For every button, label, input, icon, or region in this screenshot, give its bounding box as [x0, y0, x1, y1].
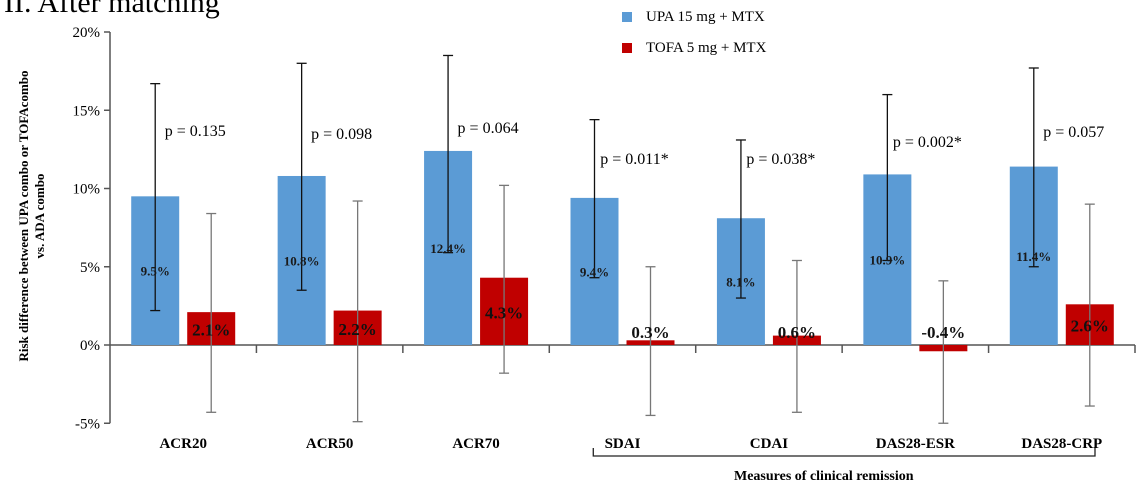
tofa-value-label: 0.6% [778, 323, 816, 342]
y-tick-label: 10% [73, 182, 101, 198]
tofa-value-label: 2.6% [1071, 317, 1109, 336]
category-label-das28-esr: DAS28-ESR [876, 436, 955, 452]
p-value-label: p = 0.098 [311, 126, 372, 143]
p-value-label: p = 0.057 [1043, 124, 1104, 141]
y-tick-label: -5% [75, 416, 100, 432]
upa-value-label: 10.8% [284, 253, 320, 268]
remission-bracket [592, 448, 1096, 457]
legend-label-tofa: TOFA 5 mg + MTX [646, 39, 767, 56]
legend-item-tofa: TOFA 5 mg + MTX [622, 37, 766, 59]
page-title: II. After matching [4, 0, 220, 19]
tofa-value-label: 0.3% [631, 323, 669, 342]
legend-swatch-upa [622, 12, 632, 22]
category-label-das28-crp: DAS28-CRP [1021, 436, 1102, 452]
tofa-value-label: -0.4% [921, 323, 965, 342]
y-tick-label: 0% [80, 338, 100, 354]
legend-label-upa: UPA 15 mg + MTX [646, 8, 765, 25]
y-tick-label: 5% [80, 260, 100, 276]
category-label-acr50: ACR50 [306, 436, 354, 452]
p-value-label: p = 0.135 [165, 123, 226, 140]
category-label-acr70: ACR70 [452, 436, 500, 452]
legend-swatch-tofa [622, 43, 632, 53]
legend: UPA 15 mg + MTX TOFA 5 mg + MTX [622, 6, 766, 68]
p-value-label: p = 0.064 [458, 120, 519, 137]
legend-item-upa: UPA 15 mg + MTX [622, 6, 766, 28]
tofa-value-label: 2.1% [192, 321, 230, 340]
p-value-label: p = 0.011* [600, 151, 668, 168]
upa-value-label: 9.4% [580, 264, 609, 279]
category-label-acr20: ACR20 [159, 436, 207, 452]
category-label-sdai: SDAI [605, 436, 641, 452]
y-tick-label: 20% [73, 25, 101, 41]
category-label-cdai: CDAI [750, 436, 788, 452]
p-value-label: p = 0.002* [893, 134, 962, 151]
upa-value-label: 8.1% [726, 275, 755, 290]
y-tick-label: 15% [73, 103, 101, 119]
upa-value-label: 12.4% [430, 241, 466, 256]
bracket-label: Measures of clinical remission [734, 469, 914, 484]
tofa-value-label: 4.3% [485, 303, 523, 322]
p-value-label: p = 0.038* [746, 151, 815, 168]
upa-value-label: 9.5% [141, 264, 170, 279]
tofa-value-label: 2.2% [339, 320, 377, 339]
upa-value-label: 10.9% [869, 253, 905, 268]
upa-value-label: 11.4% [1016, 249, 1051, 264]
